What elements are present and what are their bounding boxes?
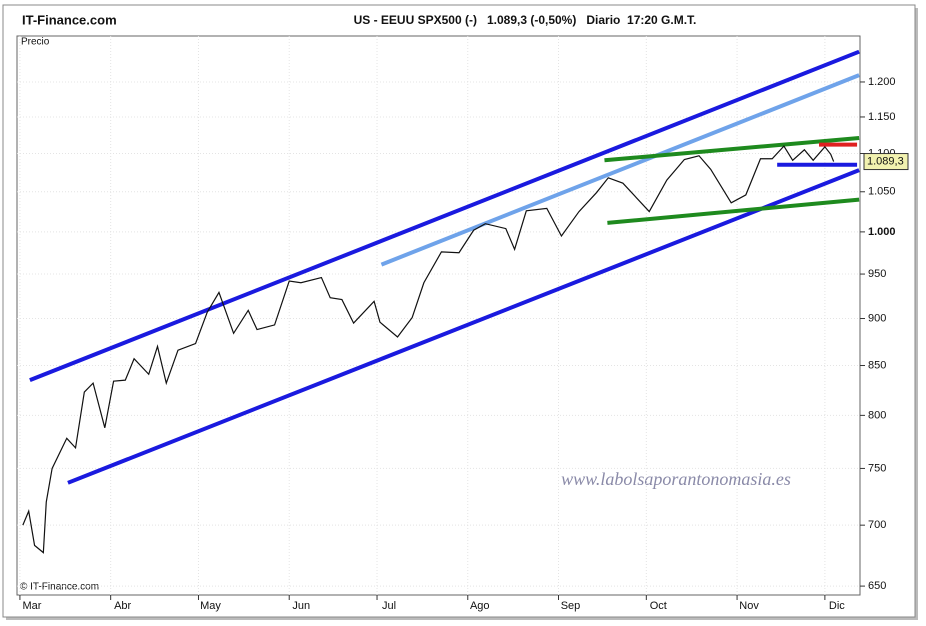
- y-tick-label: 1.050: [868, 186, 896, 198]
- y-tick-label: 750: [868, 462, 886, 474]
- y-tick-label: 950: [868, 268, 886, 280]
- trend-line: [604, 135, 860, 163]
- price-label: 1.089,3: [867, 155, 904, 167]
- x-tick-label: Nov: [739, 600, 759, 612]
- price-line: [22, 145, 835, 554]
- trend-line: [607, 197, 860, 225]
- price-box: [863, 153, 909, 171]
- y-tick-label: 650: [868, 580, 886, 592]
- trend-line: [29, 49, 860, 383]
- trend-line: [67, 168, 860, 485]
- x-tick-label: Jul: [382, 600, 396, 612]
- x-tick-label: Sep: [561, 600, 581, 612]
- x-tick-label: May: [200, 600, 221, 612]
- watermark: www.labolsaporantonomasia.es: [561, 469, 791, 489]
- copyright: © IT-Finance.com: [20, 582, 99, 593]
- y-tick-label: 700: [868, 519, 886, 531]
- trend-line: [380, 73, 860, 267]
- y-tick-label: 850: [868, 359, 886, 371]
- y-tick-label: 1.150: [868, 111, 896, 123]
- plot-area: [16, 35, 861, 596]
- x-tick-label: Jun: [292, 600, 310, 612]
- y-tick-label: 900: [868, 312, 886, 324]
- brand: IT-Finance.com: [22, 12, 117, 27]
- y-tick-label: 1.000: [868, 226, 896, 238]
- x-tick-label: Abr: [114, 600, 131, 612]
- y-tick-label: 800: [868, 409, 886, 421]
- x-tick-label: Ago: [470, 600, 490, 612]
- y-tick-label: 1.200: [868, 76, 896, 88]
- x-tick-label: Dic: [829, 600, 845, 612]
- chart-title: US - EEUU SPX500 (-) 1.089,3 (-0,50%) Di…: [354, 13, 697, 27]
- x-tick-label: Oct: [650, 600, 667, 612]
- x-tick-label: Mar: [22, 600, 41, 612]
- y-label: Precio: [21, 37, 50, 48]
